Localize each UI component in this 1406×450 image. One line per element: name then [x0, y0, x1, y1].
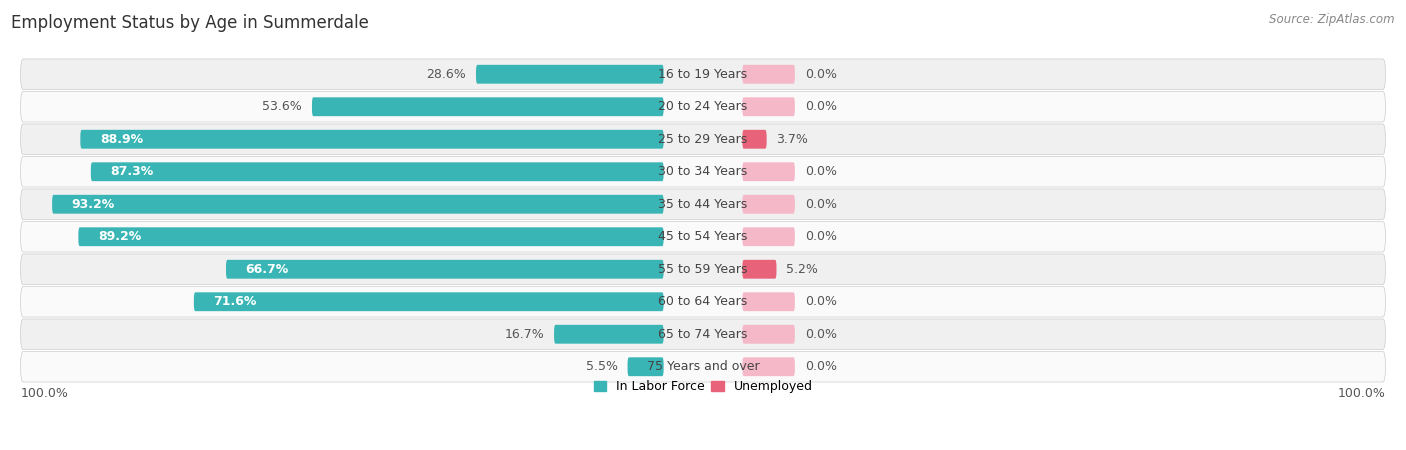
FancyBboxPatch shape — [742, 195, 794, 214]
FancyBboxPatch shape — [742, 130, 766, 148]
FancyBboxPatch shape — [477, 65, 664, 84]
Text: 93.2%: 93.2% — [72, 198, 115, 211]
FancyBboxPatch shape — [742, 260, 776, 279]
Text: 45 to 54 Years: 45 to 54 Years — [658, 230, 748, 243]
Text: 0.0%: 0.0% — [804, 295, 837, 308]
Text: 0.0%: 0.0% — [804, 165, 837, 178]
FancyBboxPatch shape — [21, 254, 1385, 284]
Text: 87.3%: 87.3% — [111, 165, 153, 178]
Text: Source: ZipAtlas.com: Source: ZipAtlas.com — [1270, 14, 1395, 27]
Text: 88.9%: 88.9% — [100, 133, 143, 146]
FancyBboxPatch shape — [21, 189, 1385, 220]
Text: Employment Status by Age in Summerdale: Employment Status by Age in Summerdale — [11, 14, 370, 32]
Text: 16.7%: 16.7% — [505, 328, 544, 341]
FancyBboxPatch shape — [742, 162, 794, 181]
FancyBboxPatch shape — [21, 59, 1385, 90]
Text: 0.0%: 0.0% — [804, 328, 837, 341]
Text: 100.0%: 100.0% — [21, 387, 69, 400]
FancyBboxPatch shape — [91, 162, 664, 181]
Text: 0.0%: 0.0% — [804, 360, 837, 373]
FancyBboxPatch shape — [21, 351, 1385, 382]
Text: 89.2%: 89.2% — [98, 230, 141, 243]
Text: 71.6%: 71.6% — [214, 295, 257, 308]
FancyBboxPatch shape — [21, 124, 1385, 154]
Text: 0.0%: 0.0% — [804, 100, 837, 113]
Text: 66.7%: 66.7% — [246, 263, 288, 276]
Text: 0.0%: 0.0% — [804, 198, 837, 211]
FancyBboxPatch shape — [79, 227, 664, 246]
Text: 5.5%: 5.5% — [586, 360, 617, 373]
Text: 3.7%: 3.7% — [776, 133, 808, 146]
FancyBboxPatch shape — [21, 221, 1385, 252]
FancyBboxPatch shape — [21, 91, 1385, 122]
FancyBboxPatch shape — [52, 195, 664, 214]
FancyBboxPatch shape — [742, 227, 794, 246]
Text: 28.6%: 28.6% — [426, 68, 467, 81]
FancyBboxPatch shape — [80, 130, 664, 148]
Legend: In Labor Force, Unemployed: In Labor Force, Unemployed — [593, 380, 813, 393]
FancyBboxPatch shape — [742, 357, 794, 376]
FancyBboxPatch shape — [312, 97, 664, 116]
FancyBboxPatch shape — [627, 357, 664, 376]
FancyBboxPatch shape — [742, 292, 794, 311]
Text: 55 to 59 Years: 55 to 59 Years — [658, 263, 748, 276]
FancyBboxPatch shape — [194, 292, 664, 311]
FancyBboxPatch shape — [742, 97, 794, 116]
FancyBboxPatch shape — [554, 325, 664, 344]
FancyBboxPatch shape — [21, 287, 1385, 317]
Text: 65 to 74 Years: 65 to 74 Years — [658, 328, 748, 341]
Text: 75 Years and over: 75 Years and over — [647, 360, 759, 373]
Text: 53.6%: 53.6% — [263, 100, 302, 113]
FancyBboxPatch shape — [21, 319, 1385, 350]
Text: 25 to 29 Years: 25 to 29 Years — [658, 133, 748, 146]
Text: 0.0%: 0.0% — [804, 68, 837, 81]
Text: 0.0%: 0.0% — [804, 230, 837, 243]
Text: 35 to 44 Years: 35 to 44 Years — [658, 198, 748, 211]
Text: 30 to 34 Years: 30 to 34 Years — [658, 165, 748, 178]
FancyBboxPatch shape — [226, 260, 664, 279]
Text: 60 to 64 Years: 60 to 64 Years — [658, 295, 748, 308]
FancyBboxPatch shape — [742, 325, 794, 344]
Text: 20 to 24 Years: 20 to 24 Years — [658, 100, 748, 113]
FancyBboxPatch shape — [742, 65, 794, 84]
FancyBboxPatch shape — [21, 157, 1385, 187]
Text: 100.0%: 100.0% — [1337, 387, 1385, 400]
Text: 5.2%: 5.2% — [786, 263, 818, 276]
Text: 16 to 19 Years: 16 to 19 Years — [658, 68, 748, 81]
